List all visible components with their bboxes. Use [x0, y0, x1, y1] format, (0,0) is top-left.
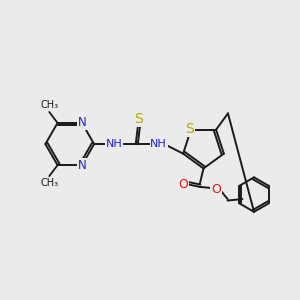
Text: CH₃: CH₃ [41, 100, 59, 110]
Text: N: N [78, 159, 86, 172]
Text: O: O [211, 183, 221, 196]
Text: NH: NH [150, 139, 167, 149]
Text: CH₃: CH₃ [41, 178, 59, 188]
Text: S: S [185, 122, 194, 136]
Text: O: O [178, 178, 188, 191]
Text: NH: NH [106, 139, 122, 149]
Text: S: S [134, 112, 142, 126]
Text: N: N [78, 116, 86, 129]
